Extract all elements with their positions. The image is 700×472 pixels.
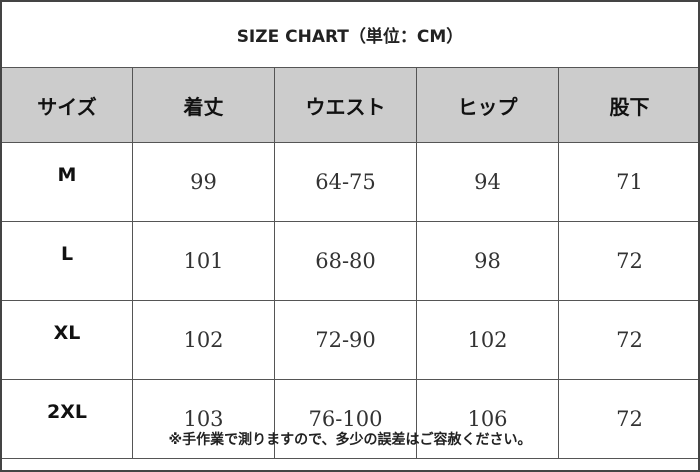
cell-hip: 106 [416,379,559,459]
cell-hip: 94 [416,142,559,222]
cell-waist: 68-80 [274,221,417,301]
cell-inseam: 71 [558,142,698,222]
table-row: XL 102 72-90 102 72 [2,300,698,380]
measurement-note: ※手作業で測りますので、多少の誤差はご容赦ください。 [168,431,532,448]
cell-waist: 64-75 [274,142,417,222]
table-row: L 101 68-80 98 72 [2,221,698,301]
table-row: M 99 64-75 94 71 [2,142,698,222]
cell-length: 101 [132,221,275,301]
header-inseam: 股下 [558,67,698,143]
cell-inseam: 72 [558,379,698,459]
size-table: サイズ 着丈 ウエスト ヒップ 股下 M 99 64-75 94 71 L 101 68-80… [2,67,698,459]
header-length: 着丈 [132,67,275,143]
cell-length: 99 [132,142,275,222]
chart-title: SIZE CHART（単位：CM） [236,27,464,47]
header-size: サイズ [2,67,133,143]
cell-hip: 98 [416,221,559,301]
cell-size: 2XL [2,379,133,459]
cell-length: 102 [132,300,275,380]
header-waist: ウエスト [274,67,417,143]
cell-inseam: 72 [558,300,698,380]
table-row: 2XL 103 76-100 106 72 [2,379,698,459]
header-row: サイズ 着丈 ウエスト ヒップ 股下 [2,67,698,143]
cell-inseam: 72 [558,221,698,301]
cell-size: L [2,221,133,301]
header-hip: ヒップ [416,67,559,143]
cell-hip: 102 [416,300,559,380]
cell-size: M [2,142,133,222]
cell-size: XL [2,300,133,380]
cell-waist: 72-90 [274,300,417,380]
cell-length: 103 [132,379,275,459]
